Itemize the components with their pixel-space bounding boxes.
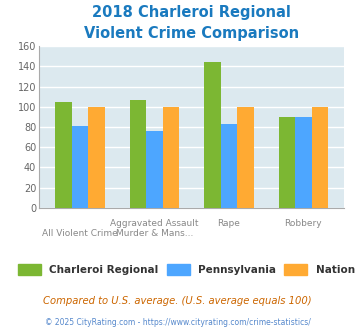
Bar bbox=[146, 131, 163, 208]
Text: Murder & Mans...: Murder & Mans... bbox=[116, 229, 193, 238]
Bar bbox=[279, 117, 295, 208]
Bar bbox=[204, 62, 221, 208]
Bar bbox=[72, 126, 88, 208]
Bar bbox=[312, 107, 328, 208]
Bar bbox=[55, 102, 72, 208]
Bar bbox=[295, 117, 312, 208]
Bar bbox=[237, 107, 253, 208]
Text: Rape: Rape bbox=[218, 219, 240, 228]
Text: Aggravated Assault: Aggravated Assault bbox=[110, 219, 199, 228]
Title: 2018 Charleroi Regional
Violent Crime Comparison: 2018 Charleroi Regional Violent Crime Co… bbox=[84, 5, 299, 41]
Legend: Charleroi Regional, Pennsylvania, National: Charleroi Regional, Pennsylvania, Nation… bbox=[13, 258, 355, 280]
Text: © 2025 CityRating.com - https://www.cityrating.com/crime-statistics/: © 2025 CityRating.com - https://www.city… bbox=[45, 318, 310, 327]
Text: All Violent Crime: All Violent Crime bbox=[42, 229, 118, 238]
Bar bbox=[221, 124, 237, 208]
Text: Compared to U.S. average. (U.S. average equals 100): Compared to U.S. average. (U.S. average … bbox=[43, 296, 312, 306]
Text: Robbery: Robbery bbox=[285, 219, 322, 228]
Bar bbox=[130, 100, 146, 208]
Bar bbox=[88, 107, 105, 208]
Bar bbox=[163, 107, 179, 208]
